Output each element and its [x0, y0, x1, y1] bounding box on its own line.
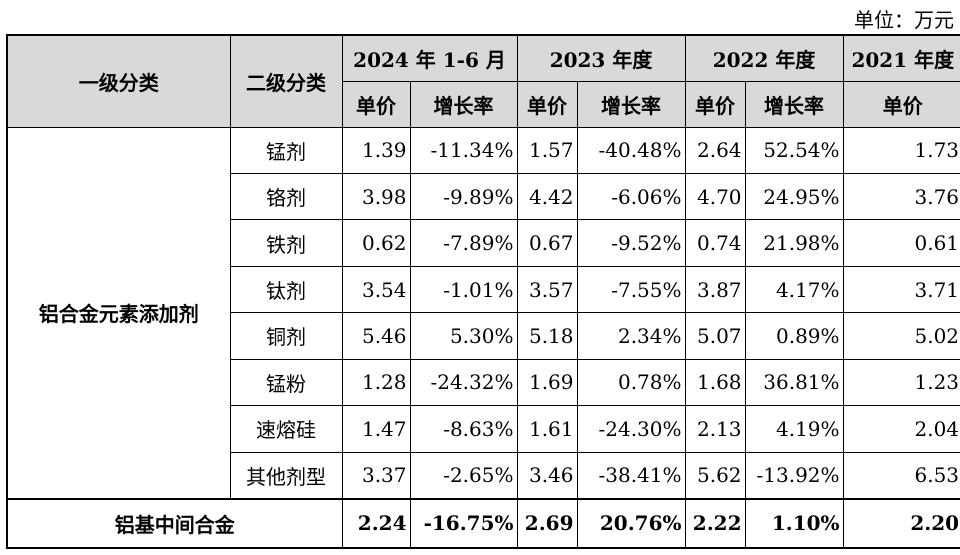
value-cell: 1.28: [341, 358, 411, 407]
growth-cell: 0.89%: [744, 312, 844, 360]
value-cell: 1.73: [842, 126, 960, 174]
value-cell: 3.71: [842, 265, 960, 314]
total-growth-cell: -16.75%: [409, 497, 518, 549]
growth-cell: -13.92%: [744, 451, 844, 500]
header-year-2021: 2021 年度: [842, 34, 960, 82]
table-row: 铝合金元素添加剂 锰剂 1.39 -11.34% 1.57 -40.48% 2.…: [6, 126, 960, 499]
value-cell: 6.53: [842, 451, 960, 500]
value-cell: 1.57: [516, 126, 578, 174]
value-cell: 1.69: [516, 358, 578, 407]
subcategory-cell: 其他剂型: [229, 451, 343, 500]
growth-cell: 24.95%: [744, 172, 844, 221]
value-cell: 3.54: [341, 265, 411, 314]
price-table: 一级分类 二级分类 2024 年 1-6 月 2023 年度 2022 年度 2…: [6, 34, 960, 549]
growth-cell: 21.98%: [744, 219, 844, 267]
value-cell: 0.62: [341, 219, 411, 267]
table-row: 速熔硅 1.47 -8.63% 1.61 -24.30% 2.13 4.19% …: [7, 405, 960, 453]
growth-cell: 0.78%: [576, 358, 686, 407]
header-growth-rate: 增长率: [409, 80, 518, 128]
subcategory-cell: 速熔硅: [229, 405, 343, 453]
growth-cell: -24.32%: [409, 358, 518, 407]
header-level2: 二级分类: [229, 34, 343, 128]
growth-cell: -9.52%: [576, 219, 686, 267]
total-growth-cell: 1.10%: [744, 497, 844, 549]
growth-cell: 36.81%: [744, 358, 844, 407]
table-body: 铝合金元素添加剂 锰剂 1.39 -11.34% 1.57 -40.48% 2.…: [6, 126, 960, 549]
growth-cell: 4.17%: [744, 265, 844, 314]
growth-cell: -38.41%: [576, 451, 686, 500]
subcategory-cell: 钛剂: [229, 265, 343, 314]
table-row: 铬剂 3.98 -9.89% 4.42 -6.06% 4.70 24.95% 3…: [7, 172, 960, 221]
value-cell: 2.64: [684, 126, 746, 174]
value-cell: 1.39: [341, 126, 411, 174]
table-row: 锰粉 1.28 -24.32% 1.69 0.78% 1.68 36.81% 1…: [7, 358, 960, 407]
growth-cell: -40.48%: [576, 126, 686, 174]
total-value-cell: 2.69: [516, 497, 578, 549]
header-level1: 一级分类: [6, 34, 231, 128]
value-cell: 1.23: [842, 358, 960, 407]
header-year-2023: 2023 年度: [516, 34, 686, 82]
value-cell: 3.98: [341, 172, 411, 221]
growth-cell: -1.01%: [409, 265, 518, 314]
value-cell: 1.61: [516, 405, 578, 453]
value-cell: 0.61: [842, 219, 960, 267]
value-cell: 2.04: [842, 405, 960, 453]
value-cell: 3.46: [516, 451, 578, 500]
value-cell: 3.57: [516, 265, 578, 314]
growth-cell: -7.55%: [576, 265, 686, 314]
total-value-cell: 2.22: [684, 497, 746, 549]
header-growth-rate: 增长率: [744, 80, 844, 128]
value-cell: 0.67: [516, 219, 578, 267]
growth-cell: 52.54%: [744, 126, 844, 174]
growth-cell: -9.89%: [409, 172, 518, 221]
total-value-cell: 2.24: [341, 497, 411, 549]
subcategory-cell: 铬剂: [229, 172, 343, 221]
value-cell: 3.37: [341, 451, 411, 500]
value-cell: 5.46: [341, 312, 411, 360]
subcategory-cell: 铁剂: [229, 219, 343, 267]
value-cell: 4.70: [684, 172, 746, 221]
growth-cell: -24.30%: [576, 405, 686, 453]
growth-cell: -8.63%: [409, 405, 518, 453]
header-unit-price: 单价: [684, 80, 746, 128]
value-cell: 1.47: [341, 405, 411, 453]
total-growth-cell: 20.76%: [576, 497, 686, 549]
unit-label: 单位：万元: [854, 8, 954, 32]
header-unit-price: 单价: [516, 80, 578, 128]
total-label: 铝基中间合金: [6, 497, 343, 549]
growth-cell: 5.30%: [409, 312, 518, 360]
table-row: 铜剂 5.46 5.30% 5.18 2.34% 5.07 0.89% 5.02: [7, 312, 960, 360]
value-cell: 0.74: [684, 219, 746, 267]
growth-cell: -11.34%: [409, 126, 518, 174]
value-cell: 2.13: [684, 405, 746, 453]
header-year-2022: 2022 年度: [684, 34, 844, 82]
growth-cell: 2.34%: [576, 312, 686, 360]
table-header: 一级分类 二级分类 2024 年 1-6 月 2023 年度 2022 年度 2…: [6, 34, 960, 128]
total-value-cell: 2.20: [842, 497, 960, 549]
growth-cell: -2.65%: [409, 451, 518, 500]
value-cell: 5.07: [684, 312, 746, 360]
growth-cell: -6.06%: [576, 172, 686, 221]
subcategory-cell: 锰粉: [229, 358, 343, 407]
value-cell: 5.02: [842, 312, 960, 360]
header-year-2024h1: 2024 年 1-6 月: [341, 34, 518, 82]
subcategory-cell: 铜剂: [229, 312, 343, 360]
value-cell: 4.42: [516, 172, 578, 221]
subcategory-cell: 锰剂: [229, 126, 343, 174]
value-cell: 5.62: [684, 451, 746, 500]
header-unit-price: 单价: [341, 80, 411, 128]
growth-cell: 4.19%: [744, 405, 844, 453]
growth-cell: -7.89%: [409, 219, 518, 267]
header-growth-rate: 增长率: [576, 80, 686, 128]
header-unit-price: 单价: [842, 80, 960, 128]
category-cell: 铝合金元素添加剂: [6, 126, 231, 499]
value-cell: 5.18: [516, 312, 578, 360]
value-cell: 3.87: [684, 265, 746, 314]
total-row: 铝基中间合金 2.24 -16.75% 2.69 20.76% 2.22 1.1…: [6, 497, 960, 549]
table-row: 钛剂 3.54 -1.01% 3.57 -7.55% 3.87 4.17% 3.…: [7, 265, 960, 314]
value-cell: 1.68: [684, 358, 746, 407]
value-cell: 3.76: [842, 172, 960, 221]
